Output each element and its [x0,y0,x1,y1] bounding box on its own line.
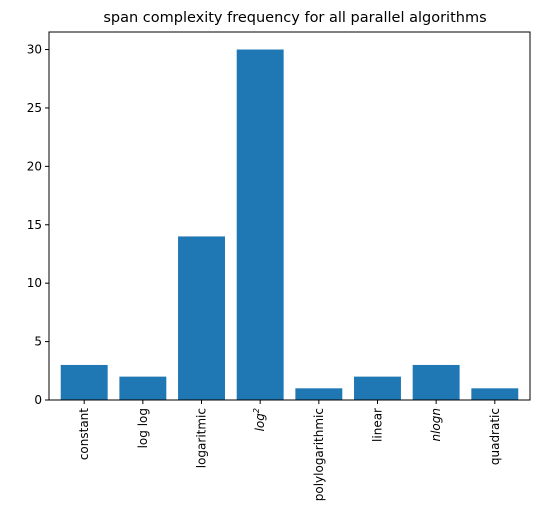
plot-frame [48,31,531,401]
x-tick-label-3: log2 [252,408,268,431]
x-tick-label-2: logaritmic [195,408,209,468]
bar-2 [178,236,225,400]
bar-6 [412,364,460,400]
y-tick-label-0: 0 [34,393,42,407]
bar-3 [236,49,284,401]
x-tick-label-1: log log [136,408,150,448]
y-tick-label-3: 15 [27,218,42,232]
y-tick-label-2: 10 [27,276,42,290]
bar-0 [60,364,108,400]
x-tick-label-0: constant [77,408,91,460]
bars-group [60,49,519,401]
y-tick-label-5: 25 [27,101,42,115]
x-tick-label-6: nlogn [429,408,443,442]
x-axis: constant log log logaritmic log2 polylogarit… [77,400,502,501]
y-tick-label-6: 30 [27,43,42,57]
y-axis: 0 5 10 15 20 25 30 [27,43,49,407]
bar-4 [295,388,343,400]
x-tick-label-7: quadratic [488,408,502,465]
x-tick-label-5: linear [370,408,384,442]
chart-title: span complexity frequency for all parall… [103,10,486,26]
bar-7 [471,388,519,400]
bar-1 [119,376,167,400]
x-tick-label-4: polylogarithmic [312,408,326,501]
y-tick-label-4: 20 [27,159,42,173]
bar-5 [354,376,401,400]
y-tick-label-1: 5 [34,335,42,349]
